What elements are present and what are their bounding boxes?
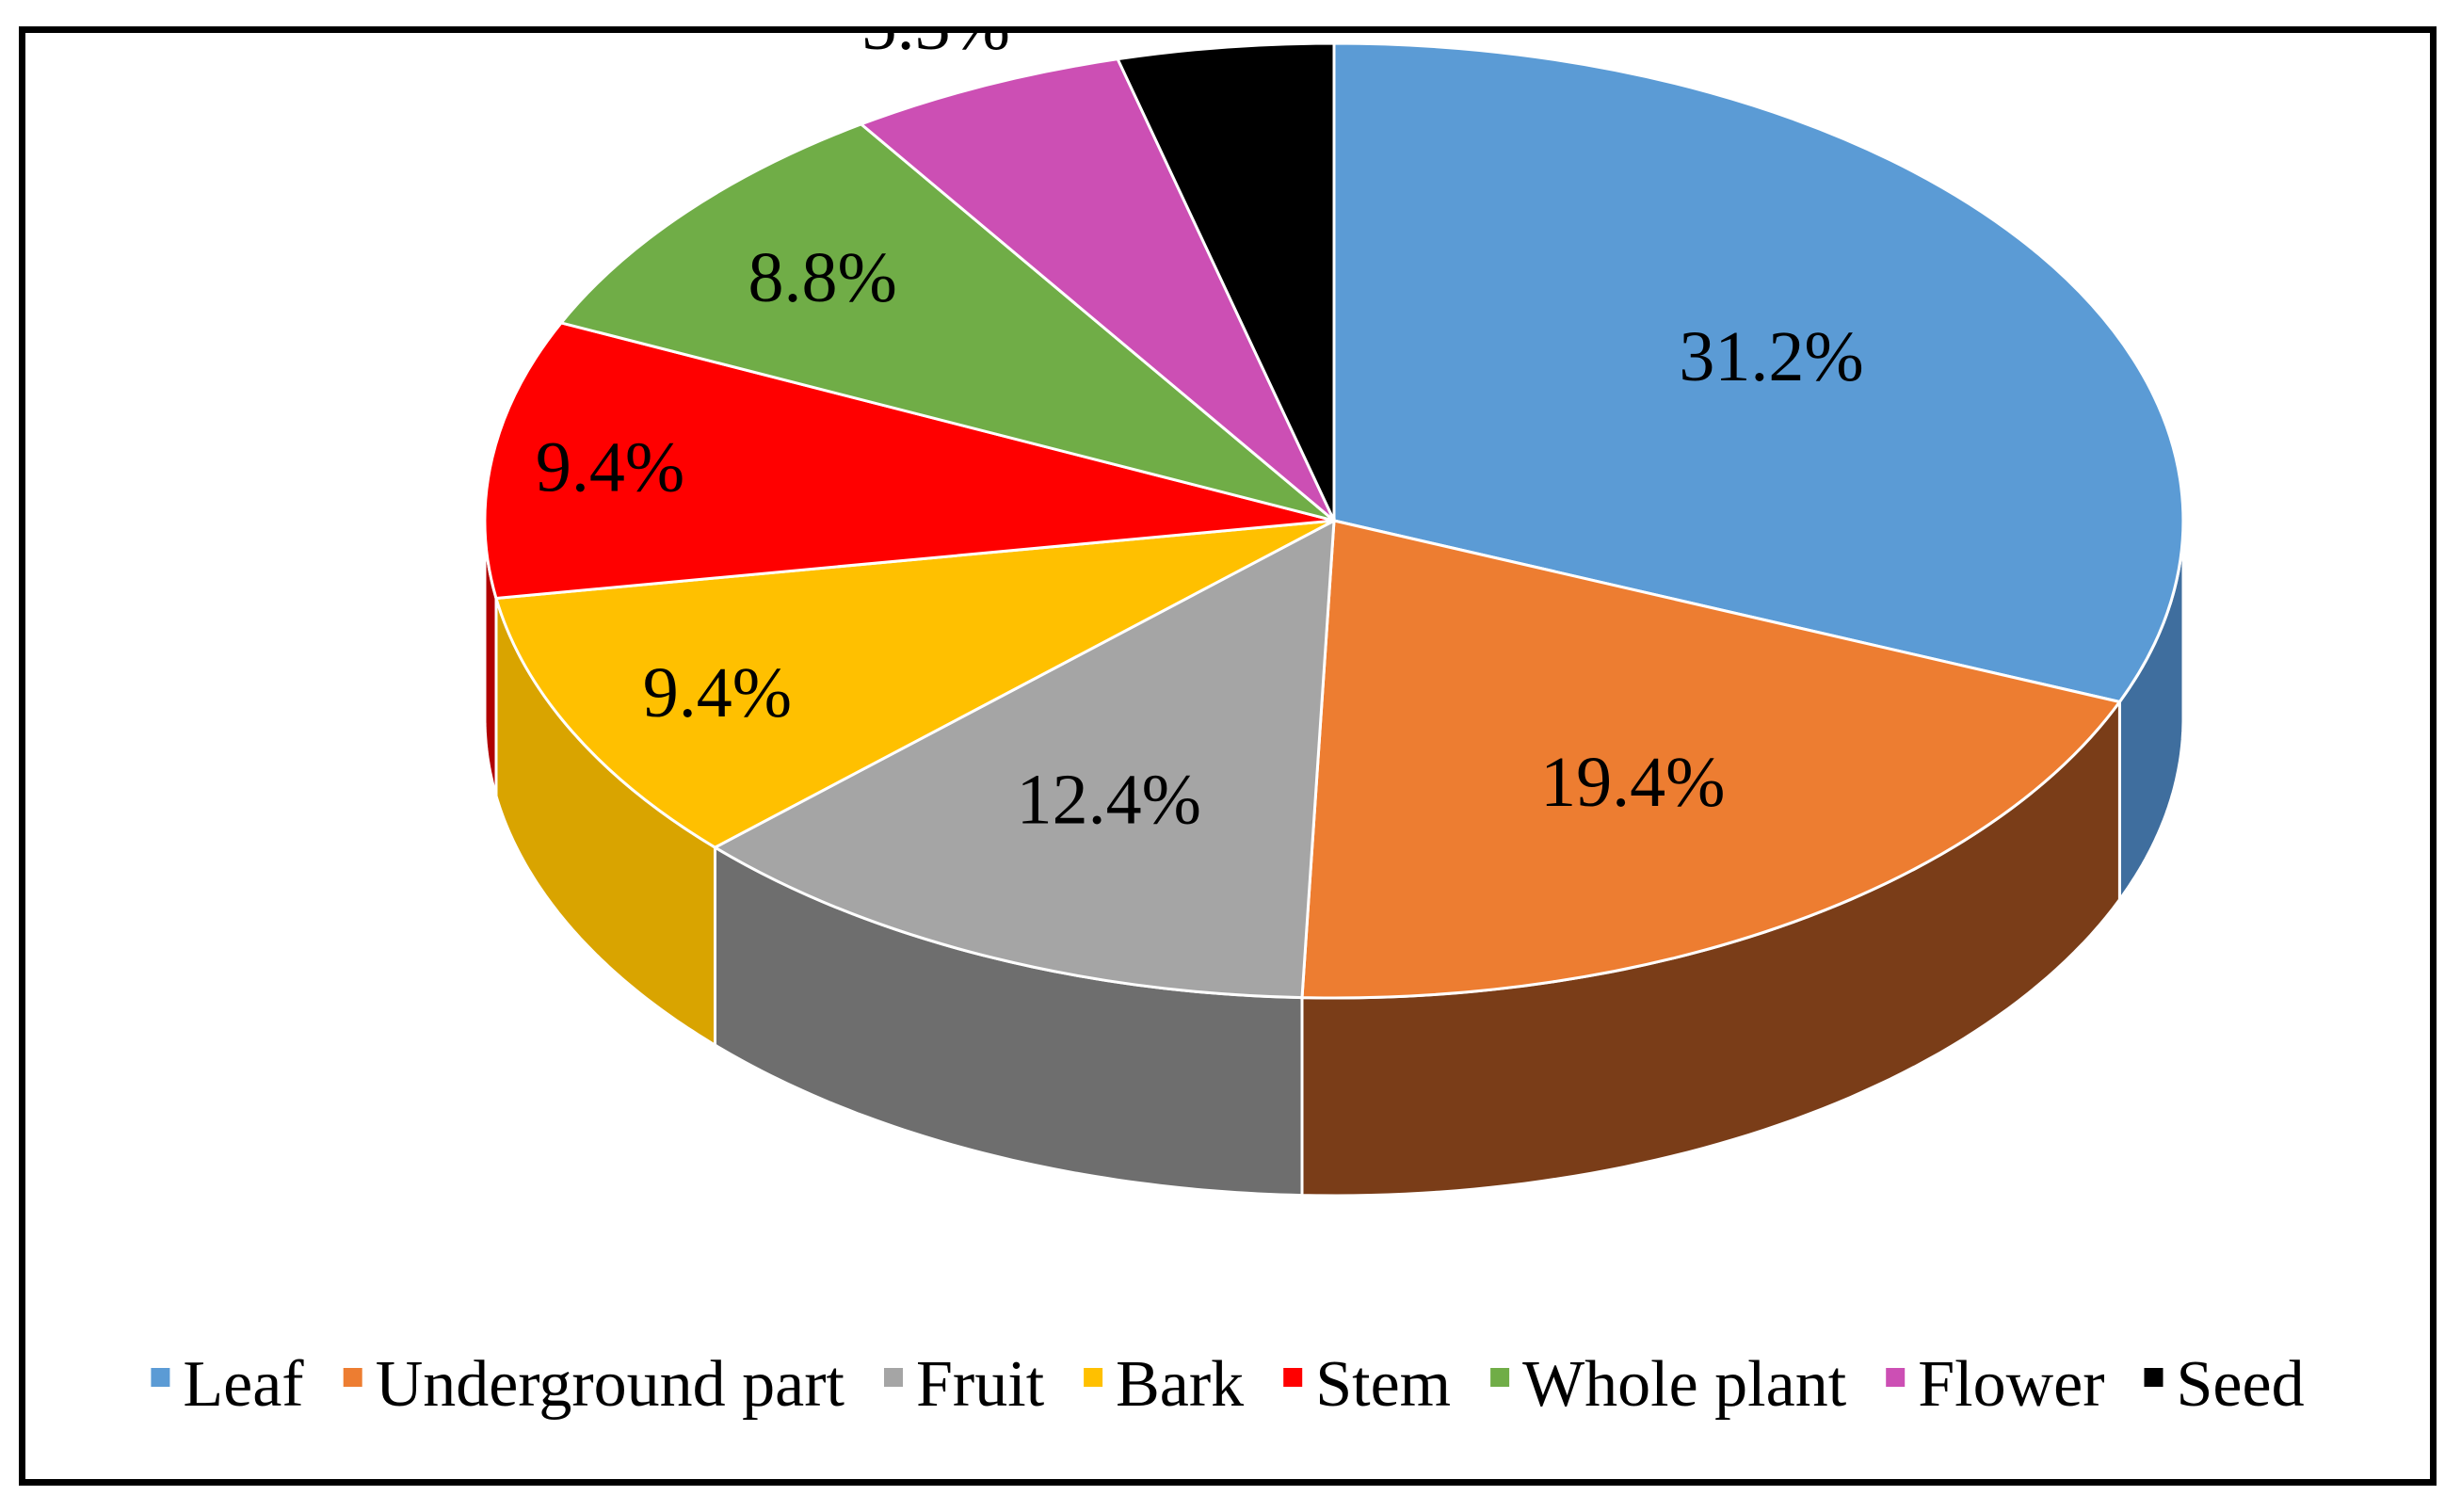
data-label-underground-part: 19.4%	[1540, 743, 1725, 822]
legend: Leaf Underground part Fruit Bark Stem Whole p…	[151, 1348, 2305, 1421]
data-label-stem: 9.4%	[536, 428, 684, 507]
data-labels: 31.2%19.4%12.4%9.4%9.4%8.8%5.3%4.1%	[536, 33, 1864, 839]
legend-swatch-fruit	[884, 1368, 903, 1387]
legend-item-stem: Stem	[1283, 1348, 1451, 1421]
legend-label-whole-plant: Whole plant	[1522, 1348, 1847, 1421]
legend-swatch-whole-plant	[1490, 1368, 1510, 1387]
data-label-fruit: 12.4%	[1017, 760, 1201, 839]
data-label-leaf: 31.2%	[1679, 317, 1863, 396]
legend-swatch-leaf	[151, 1368, 170, 1387]
data-label-bark: 9.4%	[643, 653, 792, 732]
legend-item-leaf: Leaf	[151, 1348, 304, 1421]
legend-label-seed: Seed	[2177, 1348, 2305, 1421]
pie-slice-seed	[1115, 41, 1336, 522]
legend-item-flower: Flower	[1886, 1348, 2105, 1421]
legend-item-whole-plant: Whole plant	[1490, 1348, 1847, 1421]
pie-slice-bark	[494, 519, 1335, 849]
pie-slice-whole-plant	[558, 122, 1335, 523]
pie-slice-stem	[483, 321, 1335, 601]
pie-slice-flower	[858, 57, 1336, 523]
legend-label-fruit: Fruit	[916, 1348, 1045, 1421]
legend-item-underground-part: Underground part	[343, 1348, 845, 1421]
legend-label-underground-part: Underground part	[376, 1348, 845, 1421]
pie-chart: 31.2%19.4%12.4%9.4%9.4%8.8%5.3%4.1% Leaf…	[151, 33, 2305, 1421]
pie-slices	[483, 41, 2185, 1000]
legend-swatch-flower	[1886, 1368, 1906, 1387]
pie-slice-fruit	[712, 518, 1336, 1000]
data-label-flower: 5.3%	[861, 33, 1010, 65]
legend-label-stem: Stem	[1315, 1348, 1451, 1421]
data-label-whole-plant: 8.8%	[748, 238, 897, 317]
chart-frame: 31.2%19.4%12.4%9.4%9.4%8.8%5.3%4.1% Leaf…	[19, 26, 2437, 1486]
legend-swatch-seed	[2144, 1368, 2163, 1387]
legend-label-bark: Bark	[1116, 1348, 1244, 1421]
legend-label-flower: Flower	[1918, 1348, 2104, 1421]
legend-item-seed: Seed	[2144, 1348, 2305, 1421]
legend-item-bark: Bark	[1084, 1348, 1244, 1421]
legend-swatch-bark	[1084, 1368, 1103, 1387]
pie-slice-underground-part	[1300, 519, 2122, 1000]
legend-label-leaf: Leaf	[183, 1348, 304, 1421]
legend-swatch-stem	[1283, 1368, 1303, 1387]
legend-item-fruit: Fruit	[884, 1348, 1045, 1421]
pie-slice-leaf	[1332, 41, 2185, 704]
legend-swatch-underground-part	[343, 1368, 362, 1387]
